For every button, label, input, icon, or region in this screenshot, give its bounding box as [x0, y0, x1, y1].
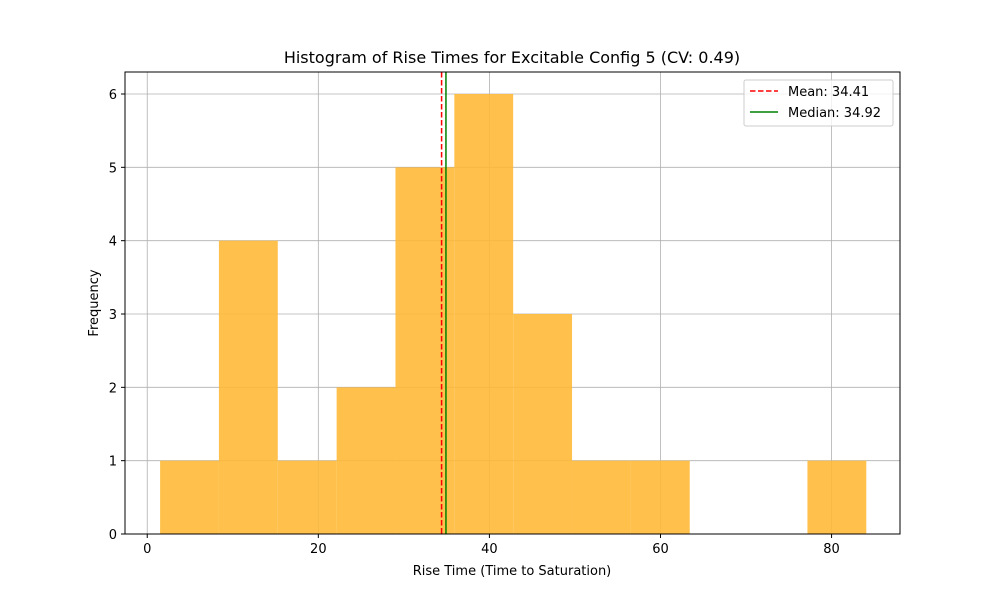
histogram-bar [160, 460, 219, 534]
x-tick-label: 40 [481, 542, 498, 557]
y-tick-label: 4 [109, 235, 117, 250]
y-tick-label: 0 [109, 528, 117, 543]
y-tick-label: 3 [109, 308, 117, 323]
legend-box [743, 79, 894, 127]
histogram-bar [513, 314, 573, 534]
legend-mean-label: Mean: 34.41 [788, 85, 869, 100]
histogram-bar [630, 460, 690, 534]
x-tick-label: 60 [652, 542, 669, 557]
x-tick-label: 80 [823, 542, 840, 557]
x-axis: 0 20 40 60 80 [143, 534, 840, 557]
plot-area-frame [124, 71, 901, 535]
x-tick-label: 20 [310, 542, 327, 557]
y-tick-label: 6 [109, 88, 117, 103]
legend: Mean: 34.41 Median: 34.92 [743, 79, 894, 127]
y-tick-label: 1 [109, 455, 117, 470]
bars [160, 94, 867, 535]
histogram-bar [218, 240, 278, 534]
histogram-bar [336, 387, 396, 534]
y-tick-label: 2 [109, 381, 117, 396]
x-tick-label: 0 [143, 542, 151, 557]
histogram-bar [277, 460, 337, 534]
y-axis: 0 1 2 3 4 5 6 [109, 88, 125, 543]
chart-title: Histogram of Rise Times for Excitable Co… [284, 48, 740, 67]
y-axis-label: Frequency [87, 269, 102, 336]
reference-lines [440, 72, 447, 534]
y-tick-label: 5 [109, 161, 117, 176]
histogram-bar [395, 167, 455, 535]
x-axis-label: Rise Time (Time to Saturation) [413, 564, 612, 579]
histogram-bar [454, 94, 514, 534]
legend-median-label: Median: 34.92 [788, 106, 881, 121]
histogram-bar [807, 460, 867, 534]
histogram-bar [572, 460, 631, 534]
